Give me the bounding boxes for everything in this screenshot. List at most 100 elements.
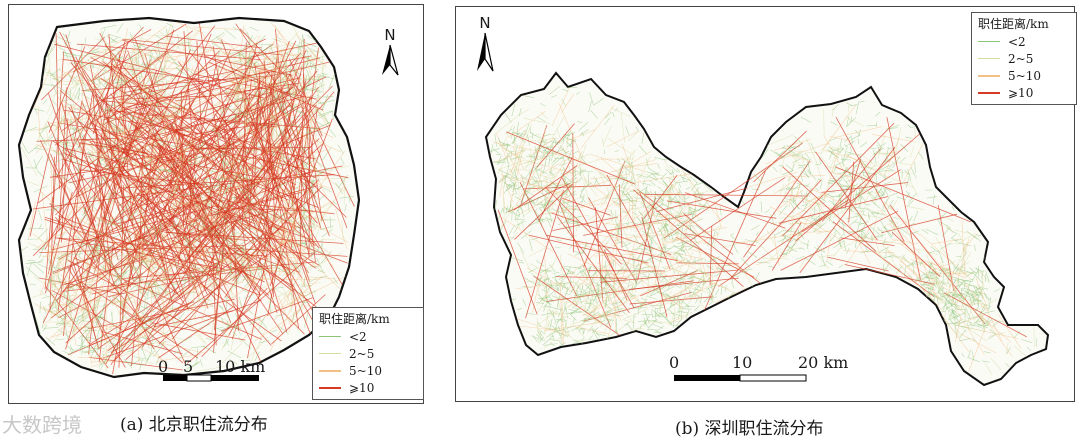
- flow-line: [921, 281, 935, 287]
- flow-line: [43, 327, 59, 329]
- flow-line: [53, 283, 74, 308]
- flow-line: [965, 307, 971, 319]
- flow-line: [807, 188, 812, 197]
- flow-line: [946, 308, 955, 316]
- flow-line: [599, 309, 609, 328]
- flow-line: [558, 332, 562, 340]
- flow-line: [540, 102, 546, 107]
- flow-line: [238, 113, 251, 136]
- flow-line: [215, 57, 299, 219]
- flow-line: [157, 155, 161, 165]
- flow-line: [26, 238, 36, 240]
- flow-line: [678, 254, 685, 259]
- flow-line: [272, 218, 299, 221]
- flow-line: [106, 218, 115, 226]
- legend-title: 职住距离/km: [319, 312, 390, 326]
- flow-line: [97, 158, 138, 257]
- flow-line: [651, 319, 658, 321]
- flow-line: [107, 264, 253, 298]
- flow-line: [495, 116, 518, 134]
- flow-line: [679, 246, 685, 250]
- flow-line: [71, 314, 88, 325]
- flow-line: [622, 263, 627, 267]
- flow-line: [651, 278, 672, 286]
- flow-line: [275, 102, 288, 111]
- flow-line: [676, 240, 688, 245]
- flow-line: [543, 133, 551, 137]
- scale-label-0: 0: [669, 353, 680, 372]
- scale-label-end: 10 km: [215, 357, 266, 376]
- flow-line: [947, 269, 955, 298]
- flow-line: [790, 200, 801, 210]
- flow-line: [510, 129, 527, 175]
- flow-line: [57, 329, 73, 340]
- flow-line: [111, 173, 141, 205]
- flow-line: [106, 62, 123, 82]
- flow-line: [785, 164, 793, 170]
- flow-line: [860, 175, 863, 183]
- flow-line: [623, 291, 644, 306]
- flow-line: [981, 360, 990, 363]
- flow-line: [101, 176, 110, 186]
- flow-line: [961, 301, 973, 328]
- flow-line: [27, 145, 39, 154]
- flow-line: [541, 288, 548, 293]
- flow-line: [55, 85, 71, 96]
- flow-line: [516, 121, 519, 135]
- flow-line: [598, 203, 636, 247]
- flow-line: [536, 317, 540, 344]
- flow-line: [569, 185, 573, 191]
- flow-line: [210, 317, 239, 327]
- flow-line: [580, 129, 589, 136]
- flow-line: [815, 161, 823, 182]
- flow-line: [82, 139, 185, 163]
- flow-line: [562, 207, 569, 232]
- flow-line: [580, 337, 585, 342]
- flow-line: [109, 132, 197, 159]
- flow-line: [272, 207, 278, 220]
- flow-line: [539, 202, 552, 209]
- flow-line: [137, 94, 147, 101]
- flow-line: [671, 279, 705, 298]
- flow-line: [958, 261, 970, 270]
- flow-line: [75, 216, 121, 248]
- flow-line: [622, 227, 630, 243]
- flow-line: [821, 104, 857, 151]
- flow-line: [102, 299, 262, 359]
- flow-line: [84, 330, 121, 354]
- flow-line: [620, 189, 631, 200]
- flow-line: [37, 106, 41, 138]
- flow-line: [544, 254, 548, 302]
- flow-line: [673, 277, 687, 280]
- flow-line: [612, 267, 624, 280]
- flow-line: [735, 266, 761, 281]
- flow-line: [163, 50, 170, 75]
- flow-line: [947, 301, 957, 309]
- flow-line: [494, 199, 498, 211]
- flow-line: [206, 216, 261, 296]
- flow-line: [862, 161, 879, 180]
- flow-line: [939, 278, 945, 285]
- flow-line: [880, 220, 887, 231]
- flow-line: [662, 315, 673, 326]
- flow-line: [154, 74, 159, 86]
- flow-line: [783, 235, 790, 243]
- flow-line: [43, 235, 74, 258]
- flow-line: [707, 288, 715, 298]
- flow-line: [245, 99, 248, 131]
- flow-line: [735, 270, 748, 275]
- flow-line: [1005, 363, 1010, 368]
- flow-line: [808, 178, 820, 198]
- flow-line: [190, 345, 206, 349]
- flow-line: [122, 174, 335, 189]
- flow-line: [121, 296, 135, 304]
- flow-line: [834, 126, 883, 138]
- flow-line: [657, 247, 678, 261]
- flow-line: [508, 224, 516, 236]
- flow-line: [276, 146, 287, 159]
- flow-line: [547, 284, 553, 290]
- flow-line: [583, 299, 596, 307]
- flow-line: [560, 278, 566, 282]
- flow-line: [634, 173, 692, 183]
- flow-line: [287, 105, 304, 114]
